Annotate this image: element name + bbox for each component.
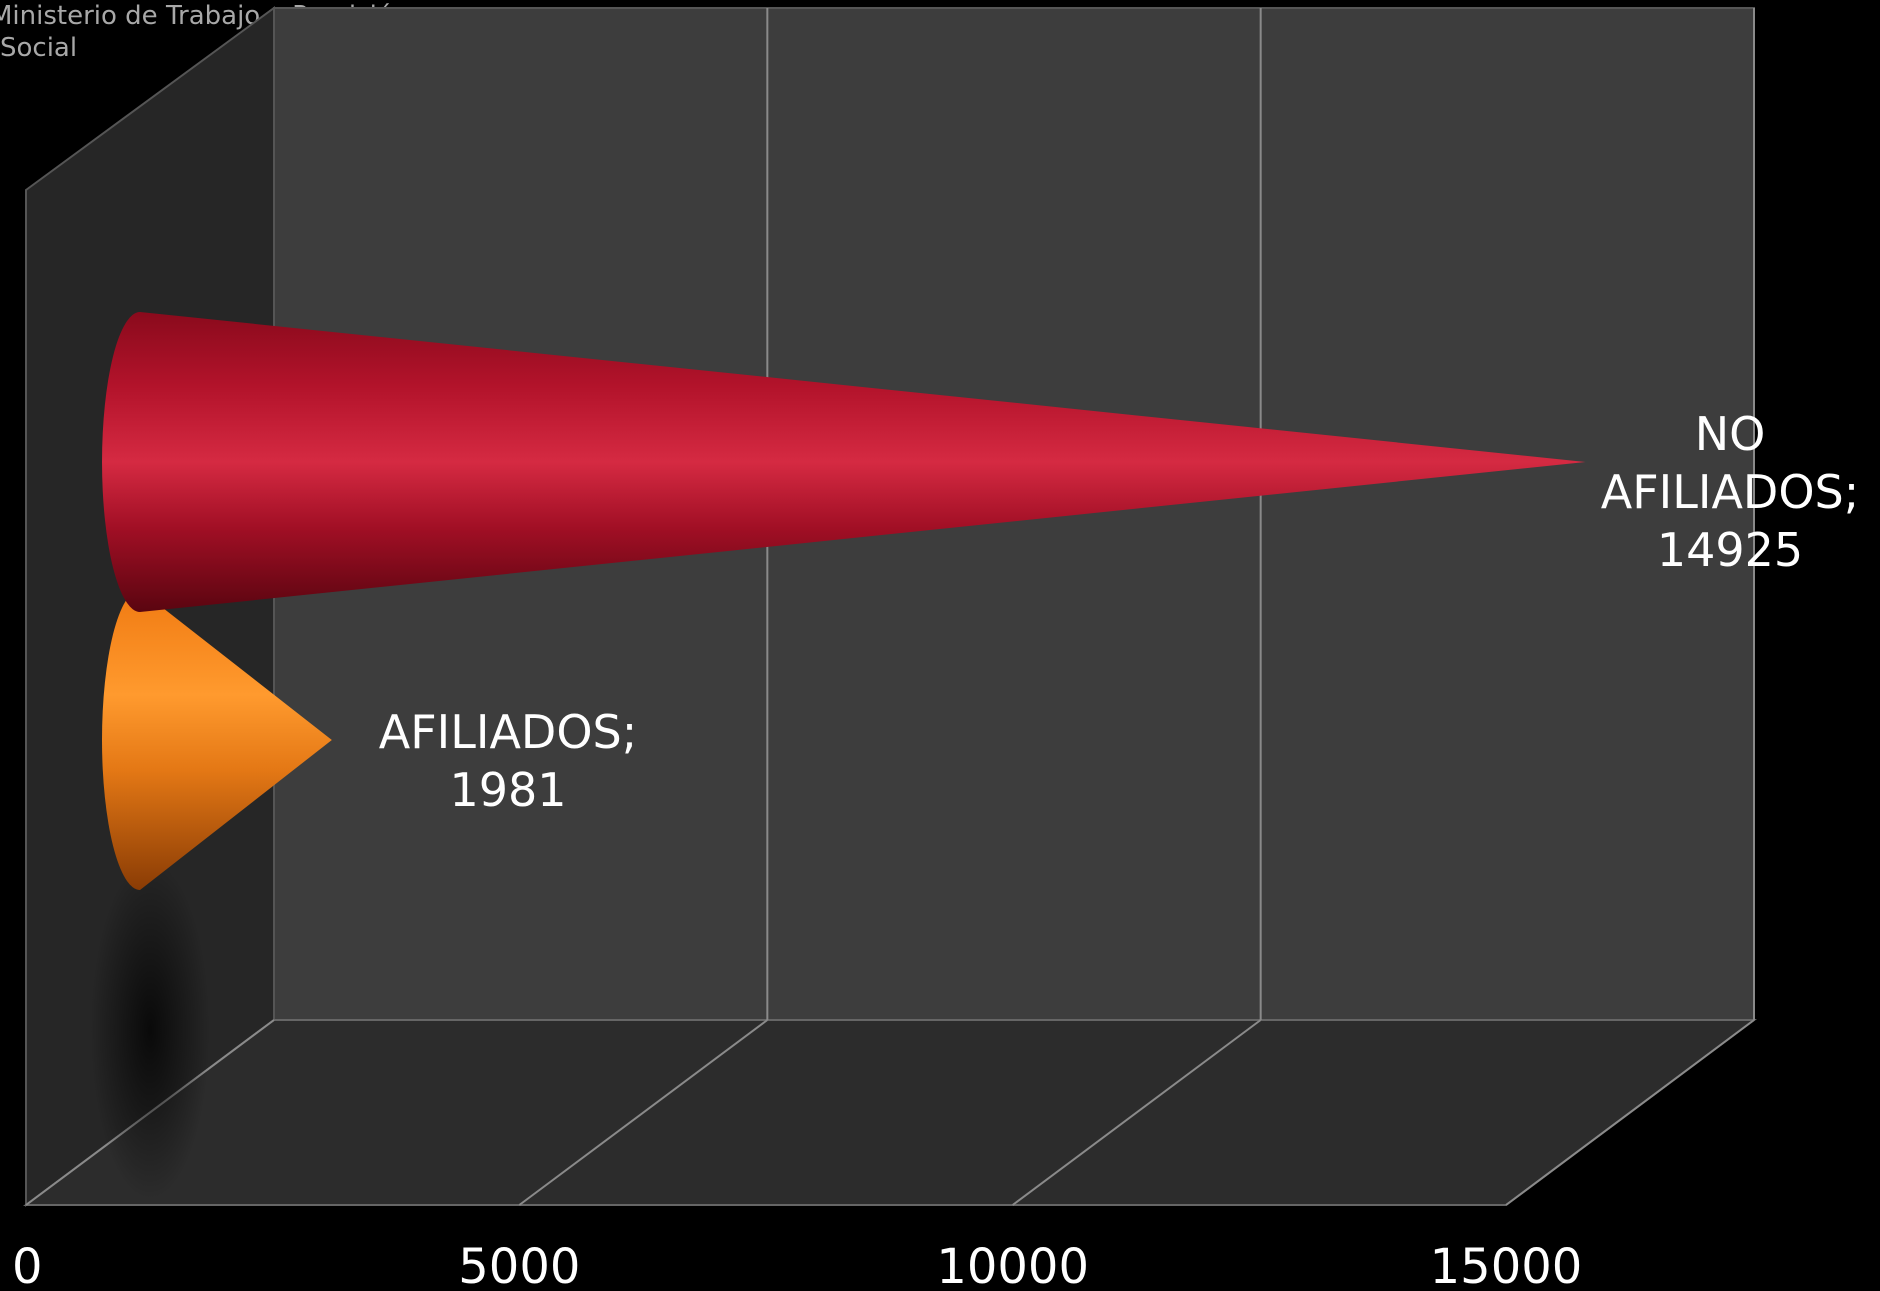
- gridline-floor-15000: [1505, 1019, 1755, 1206]
- data-label-no-afiliados-line: 14925: [1657, 523, 1803, 577]
- data-label-afiliados-line: AFILIADOS;: [379, 705, 637, 759]
- tick-label-0: 0: [12, 1239, 43, 1291]
- data-label-afiliados: AFILIADOS; 1981: [379, 705, 637, 817]
- gridline-floor-5000: [518, 1019, 768, 1206]
- tick-label-15000: 15000: [1430, 1239, 1583, 1291]
- cone-no-afiliados: [102, 312, 1586, 612]
- data-label-no-afiliados: NO AFILIADOS; 14925: [1601, 407, 1859, 577]
- gridline-floor-10000: [1012, 1019, 1262, 1206]
- data-label-no-afiliados-line: NO: [1695, 407, 1766, 461]
- tick-label-5000: 5000: [458, 1239, 580, 1291]
- data-label-no-afiliados-line: AFILIADOS;: [1601, 465, 1859, 519]
- cone-shadow: [90, 860, 210, 1200]
- tick-label-10000: 10000: [936, 1239, 1089, 1291]
- cone-afiliados: [102, 590, 332, 890]
- data-label-afiliados-line: 1981: [449, 763, 566, 817]
- floor: [22, 1019, 1758, 1206]
